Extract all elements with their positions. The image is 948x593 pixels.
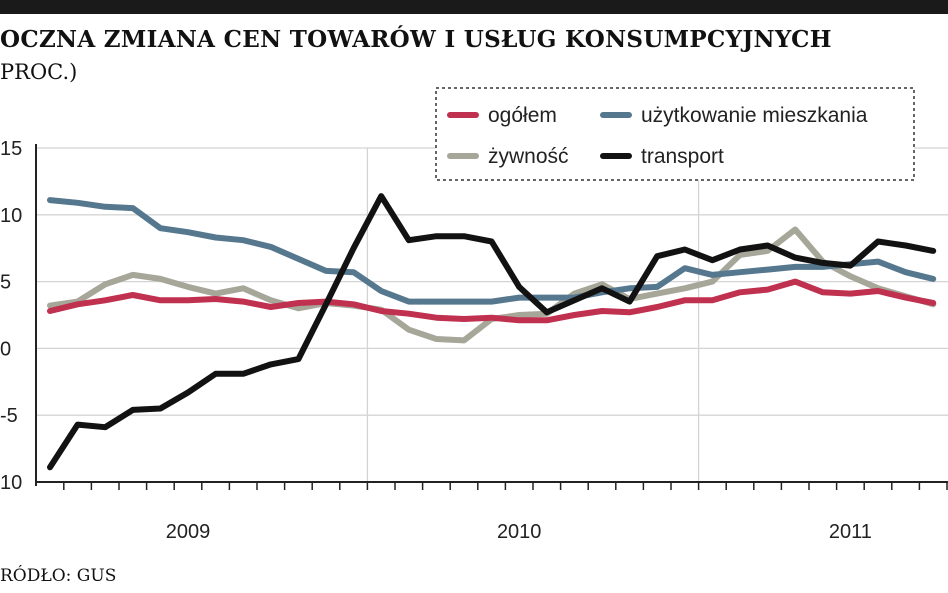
y-tick-label: 10 — [0, 205, 22, 227]
y-tick-label: -5 — [0, 405, 18, 427]
series-line-ogolem — [47, 278, 937, 324]
series-line-transport — [47, 193, 937, 471]
axes: 10 -5 0 5 10 15 2009 2010 2011 — [0, 138, 948, 543]
source-note: RÓDŁO: GUS — [0, 566, 117, 586]
legend: ogółem użytkowanie mieszkania żywność trans… — [435, 87, 915, 181]
x-tick-label: 2011 — [829, 521, 872, 543]
y-tick-label: 15 — [0, 138, 22, 160]
top-bar — [0, 0, 948, 14]
y-tick-label: 0 — [0, 338, 11, 360]
x-tick-label: 2009 — [166, 521, 211, 543]
y-tick-label: 5 — [0, 272, 11, 294]
legend-label-transport: transport — [641, 145, 724, 168]
legend-label-mieszkanie: użytkowanie mieszkania — [641, 104, 868, 127]
series-lines — [47, 193, 937, 471]
legend-box — [435, 87, 915, 181]
series-line-mieszkanie — [47, 197, 937, 305]
x-tick-label: 2010 — [497, 521, 542, 543]
chart-title: OCZNA ZMIANA CEN TOWARÓW I USŁUG KONSUMP… — [0, 26, 832, 53]
legend-label-zywnosc: żywność — [488, 145, 569, 168]
chart-subtitle: PROC.) — [0, 60, 78, 84]
legend-label-ogolem: ogółem — [488, 104, 557, 127]
y-tick-label: 10 — [0, 472, 22, 494]
